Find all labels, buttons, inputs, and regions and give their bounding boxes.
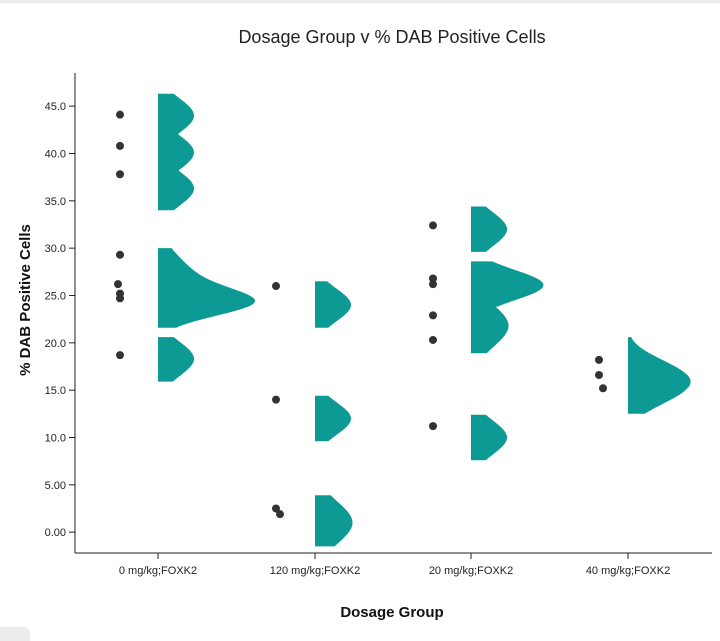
density-curve	[471, 414, 507, 461]
y-tick-label: 35.0	[45, 196, 66, 208]
plot-area: 0.00 5.00 10.0 15.0 20.0 25.0 30.0 35.0 40.0 45.0…	[45, 73, 712, 577]
data-point[interactable]	[429, 221, 437, 230]
data-point[interactable]	[595, 355, 603, 364]
data-point[interactable]	[599, 384, 607, 393]
density-curve	[471, 206, 507, 252]
data-point[interactable]	[429, 274, 437, 283]
x-tick-label: 120 mg/kg;FOXK2	[270, 565, 361, 577]
density-curve	[315, 495, 353, 547]
data-point[interactable]	[272, 282, 280, 291]
y-tick-label: 45.0	[45, 101, 66, 113]
data-point[interactable]	[429, 422, 437, 431]
y-tick-label: 15.0	[45, 385, 66, 397]
data-point[interactable]	[114, 280, 122, 289]
x-tick-label: 40 mg/kg;FOXK2	[586, 565, 670, 577]
data-point[interactable]	[429, 311, 437, 320]
data-point[interactable]	[429, 280, 437, 289]
top-border	[0, 0, 720, 3]
data-point[interactable]	[116, 141, 124, 150]
data-point[interactable]	[116, 294, 124, 303]
data-point[interactable]	[272, 504, 280, 513]
data-point[interactable]	[276, 510, 284, 519]
density-curve	[471, 300, 509, 354]
y-tick-label: 40.0	[45, 148, 66, 160]
y-axis-title: % DAB Positive Cells	[17, 224, 34, 376]
y-tick-label: 20.0	[45, 338, 66, 350]
data-point[interactable]	[116, 250, 124, 259]
density-curve	[158, 168, 194, 211]
data-point[interactable]	[116, 170, 124, 179]
density-curve	[315, 281, 351, 328]
y-tick-label: 10.0	[45, 432, 66, 444]
y-tick-label: 25.0	[45, 290, 66, 302]
y-tick-label: 5.00	[45, 480, 66, 492]
density-curve	[628, 337, 691, 414]
density-curve	[158, 248, 256, 328]
y-tick-label: 0.00	[45, 527, 66, 539]
corner-tab[interactable]	[0, 627, 30, 641]
data-point[interactable]	[595, 371, 603, 380]
density-curve	[315, 395, 351, 442]
data-point[interactable]	[116, 351, 124, 360]
density-curve	[158, 131, 194, 175]
x-axis-title: Dosage Group	[340, 604, 443, 621]
density-curve	[158, 337, 194, 382]
data-point[interactable]	[116, 110, 124, 119]
density-curve	[471, 261, 544, 307]
y-tick-label: 30.0	[45, 243, 66, 255]
x-tick-label: 20 mg/kg;FOXK2	[429, 565, 513, 577]
x-tick-label: 0 mg/kg;FOXK2	[119, 565, 197, 577]
data-point[interactable]	[429, 335, 437, 344]
density-curve	[158, 93, 194, 137]
data-point[interactable]	[272, 395, 280, 404]
chart-title: Dosage Group v % DAB Positive Cells	[238, 27, 545, 47]
